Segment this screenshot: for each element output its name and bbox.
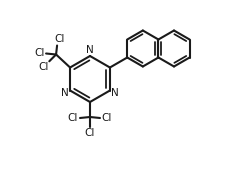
Text: Cl: Cl bbox=[102, 113, 112, 123]
Text: Cl: Cl bbox=[34, 47, 44, 57]
Text: Cl: Cl bbox=[85, 128, 95, 138]
Text: Cl: Cl bbox=[54, 34, 64, 44]
Text: N: N bbox=[86, 45, 94, 55]
Text: Cl: Cl bbox=[38, 62, 48, 71]
Text: N: N bbox=[111, 89, 119, 99]
Text: Cl: Cl bbox=[68, 113, 78, 123]
Text: N: N bbox=[61, 89, 69, 99]
